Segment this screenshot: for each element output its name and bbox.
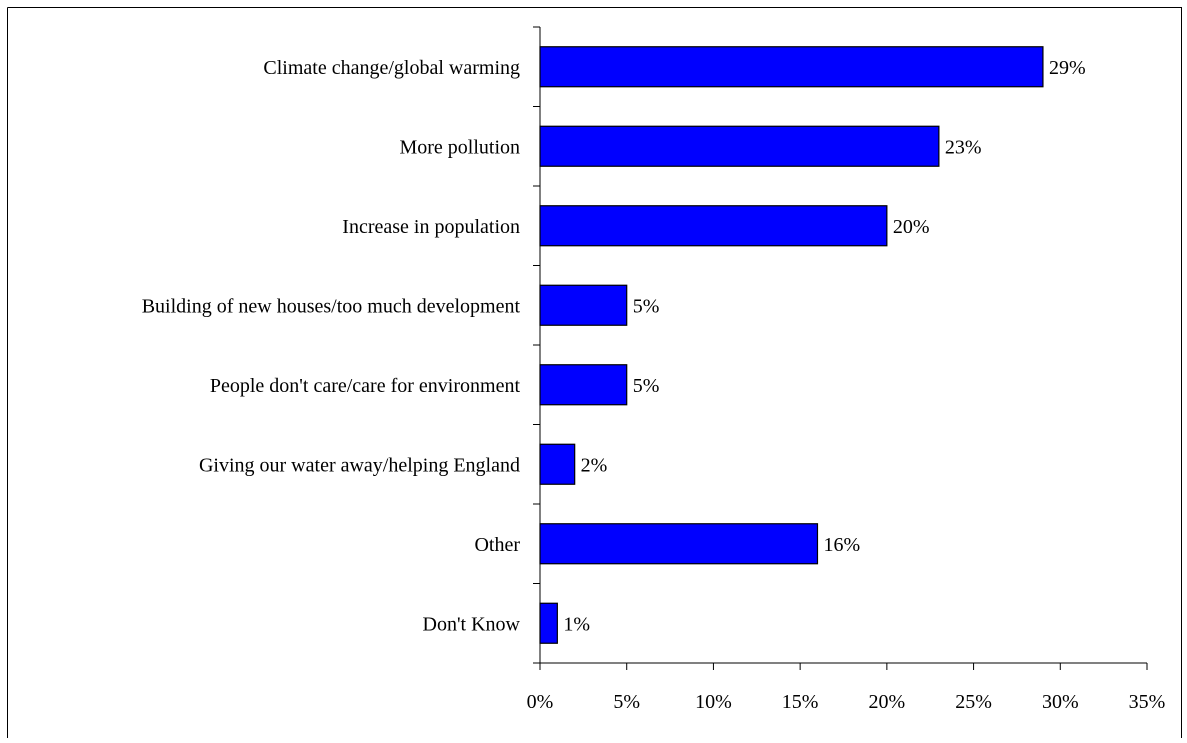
category-label-1: More pollution <box>399 136 520 158</box>
chart-frame <box>7 7 1182 738</box>
bar-3 <box>539 284 628 326</box>
x-tick-label-1: 5% <box>613 691 640 713</box>
category-label-2: Increase in population <box>342 216 520 238</box>
x-tick-label-4: 20% <box>869 691 906 713</box>
bar-value-label-0: 29% <box>1049 57 1086 79</box>
bar-value-label-6: 16% <box>823 534 860 556</box>
bar-7 <box>539 602 558 644</box>
bar-value-label-1: 23% <box>945 136 982 158</box>
bar-1 <box>539 125 940 167</box>
x-tick-label-7: 35% <box>1129 691 1166 713</box>
bar-0 <box>539 46 1044 88</box>
category-label-7: Don't Know <box>423 613 521 635</box>
bar-6 <box>539 523 819 565</box>
x-tick-label-6: 30% <box>1042 691 1079 713</box>
bar-value-label-4: 5% <box>633 375 660 397</box>
x-tick-label-2: 10% <box>695 691 732 713</box>
bar-2 <box>539 205 888 247</box>
category-label-0: Climate change/global warming <box>263 57 520 79</box>
bar-4 <box>539 364 628 406</box>
x-tick-label-0: 0% <box>527 691 554 713</box>
axes-group <box>533 26 1148 670</box>
bar-value-label-2: 20% <box>893 216 930 238</box>
x-tick-label-5: 25% <box>955 691 992 713</box>
category-label-6: Other <box>474 534 520 556</box>
category-label-4: People don't care/care for environment <box>210 375 521 397</box>
labels-group: 29% Climate change/global warming 23% More … <box>142 57 1166 713</box>
bar-value-label-7: 1% <box>563 613 590 635</box>
bars-group <box>539 46 1044 644</box>
x-tick-label-3: 15% <box>782 691 819 713</box>
category-label-5: Giving our water away/helping England <box>199 454 520 476</box>
category-label-3: Building of new houses/too much developm… <box>142 295 521 317</box>
bar-5 <box>539 443 576 485</box>
bar-value-label-3: 5% <box>633 295 660 317</box>
bar-value-label-5: 2% <box>581 454 608 476</box>
